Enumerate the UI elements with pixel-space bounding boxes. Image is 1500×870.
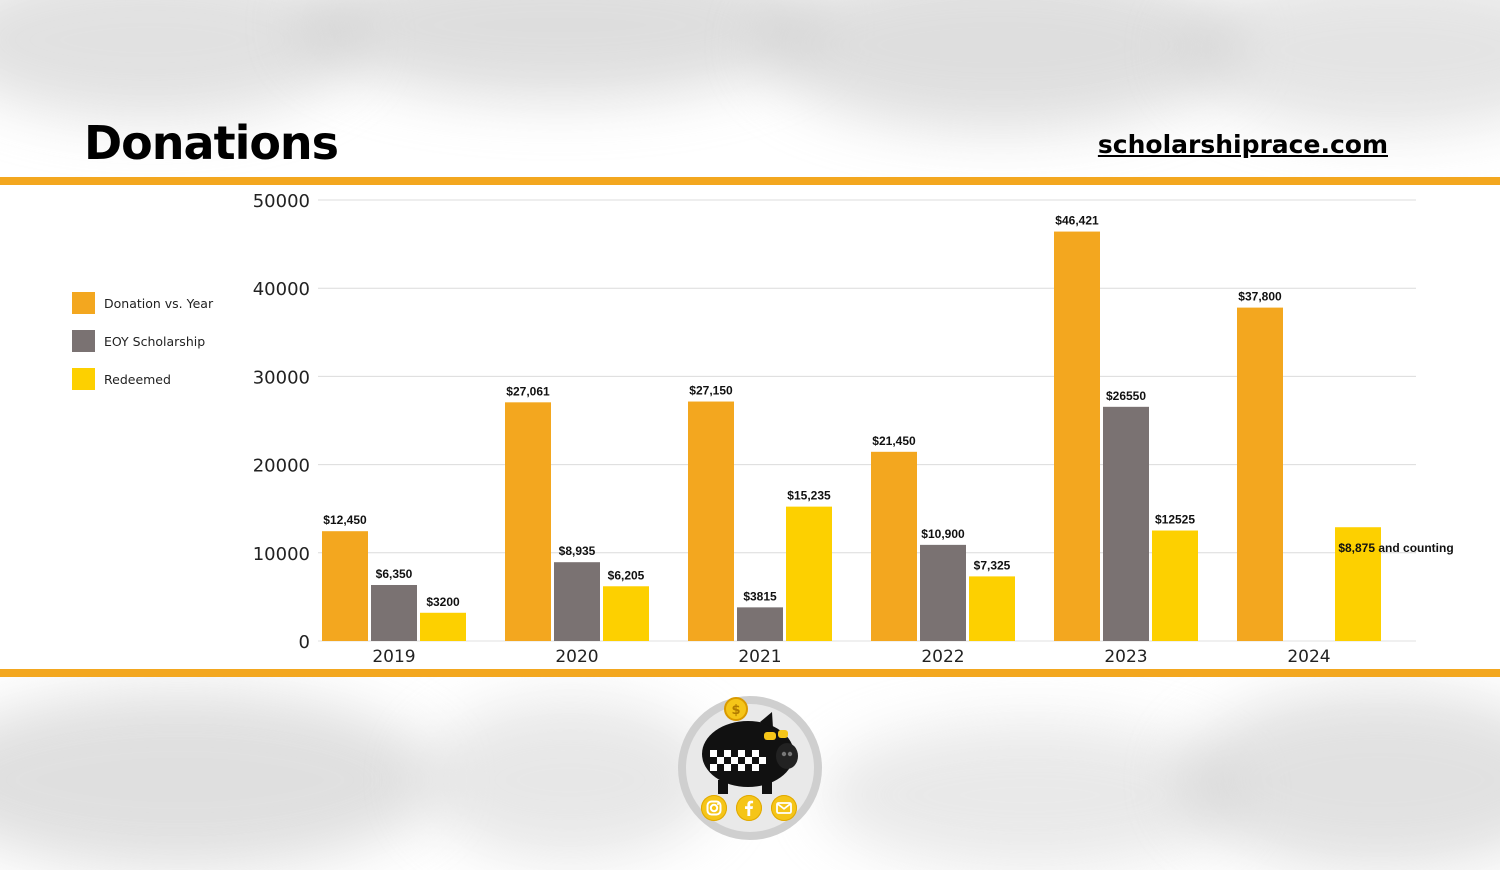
y-tick-label-20000: 20000 <box>253 456 310 477</box>
y-tick-label-50000: 50000 <box>253 191 310 212</box>
bar-2022-2 <box>969 576 1015 641</box>
chart-legend: Donation vs. Year EOY Scholarship Redeem… <box>72 292 213 406</box>
legend-swatch-redeemed <box>72 368 95 390</box>
bar-2023-0 <box>1054 231 1100 641</box>
legend-swatch-donation <box>72 292 95 314</box>
bar-chart: 0 10000 20000 30000 40000 50000 $12,450 $6,350 $… <box>253 191 1454 667</box>
data-label-2021-1: $3815 <box>743 589 777 603</box>
facebook-icon[interactable] <box>736 795 762 821</box>
data-label-2022-0: $21,450 <box>872 434 916 448</box>
svg-text:$: $ <box>731 703 740 718</box>
x-tick-label-2021: 2021 <box>738 647 781 667</box>
bar-2024-2 <box>1335 527 1381 641</box>
data-label-2019-0: $12,450 <box>323 513 367 527</box>
data-label-2023-1: $26550 <box>1106 389 1146 403</box>
bar-2021-1 <box>737 607 783 641</box>
legend-item-donation: Donation vs. Year <box>72 292 213 314</box>
y-tick-label-10000: 10000 <box>253 544 310 565</box>
data-label-2024-0: $37,800 <box>1238 290 1282 304</box>
y-tick-label-40000: 40000 <box>253 279 310 300</box>
data-label-2020-1: $8,935 <box>559 544 596 558</box>
bar-2022-1 <box>920 544 966 641</box>
page-title: Donations <box>84 116 339 170</box>
data-label-2024-2: $8,875 and counting <box>1338 541 1453 555</box>
data-label-2019-2: $3200 <box>426 595 460 609</box>
data-label-2020-2: $6,205 <box>608 568 645 582</box>
social-icons <box>701 795 801 825</box>
bar-2021-2 <box>786 506 832 641</box>
data-label-2021-0: $27,150 <box>689 384 733 398</box>
bar-2021-0 <box>688 401 734 641</box>
data-label-2022-2: $7,325 <box>974 558 1011 572</box>
data-label-2022-1: $10,900 <box>921 527 965 541</box>
legend-label-donation: Donation vs. Year <box>104 295 214 311</box>
top-divider <box>0 177 1500 185</box>
bar-2020-2 <box>603 586 649 641</box>
bar-2019-1 <box>371 584 417 641</box>
bar-2020-0 <box>505 402 551 641</box>
bar-2019-0 <box>322 531 368 641</box>
x-tick-label-2020: 2020 <box>555 647 598 667</box>
data-label-2023-2: $12525 <box>1155 513 1195 527</box>
bar-2022-0 <box>871 451 917 641</box>
bottom-divider <box>0 669 1500 677</box>
y-tick-label-30000: 30000 <box>253 367 310 388</box>
legend-item-redeemed: Redeemed <box>72 368 213 390</box>
legend-label-scholarship: EOY Scholarship <box>104 333 206 349</box>
legend-item-scholarship: EOY Scholarship <box>72 330 213 352</box>
bar-2019-2 <box>420 612 466 641</box>
email-icon[interactable] <box>771 795 797 821</box>
bar-2023-1 <box>1103 406 1149 641</box>
y-tick-label-0: 0 <box>299 632 310 653</box>
instagram-icon[interactable] <box>701 795 727 821</box>
legend-swatch-scholarship <box>72 330 95 352</box>
bar-2024-0 <box>1237 307 1283 641</box>
legend-label-redeemed: Redeemed <box>104 371 171 387</box>
x-tick-label-2022: 2022 <box>921 647 964 667</box>
x-tick-label-2019: 2019 <box>372 647 415 667</box>
x-tick-label-2024: 2024 <box>1287 647 1330 667</box>
data-label-2021-2: $15,235 <box>787 489 831 503</box>
website-link[interactable]: scholarshiprace.com <box>1097 130 1388 159</box>
bar-2023-2 <box>1152 530 1198 641</box>
data-label-2020-0: $27,061 <box>506 384 550 398</box>
data-label-2023-0: $46,421 <box>1055 214 1099 228</box>
bar-2020-1 <box>554 562 600 641</box>
x-tick-label-2023: 2023 <box>1104 647 1147 667</box>
data-label-2019-1: $6,350 <box>376 567 413 581</box>
